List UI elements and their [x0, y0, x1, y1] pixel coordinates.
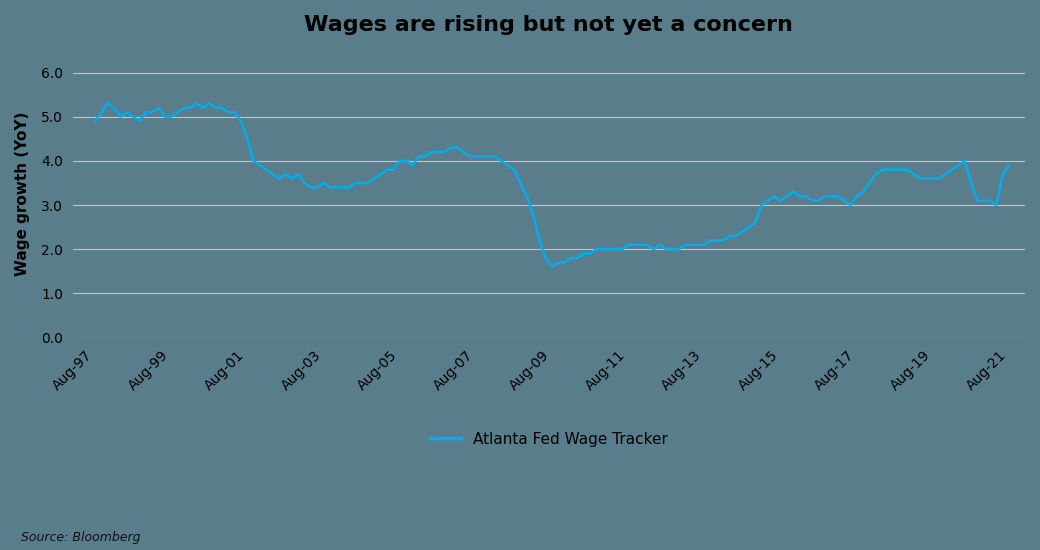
Y-axis label: Wage growth (YoY): Wage growth (YoY) — [15, 112, 30, 276]
Text: Source: Bloomberg: Source: Bloomberg — [21, 531, 140, 544]
Title: Wages are rising but not yet a concern: Wages are rising but not yet a concern — [305, 15, 794, 35]
Legend: Atlanta Fed Wage Tracker: Atlanta Fed Wage Tracker — [424, 426, 674, 453]
